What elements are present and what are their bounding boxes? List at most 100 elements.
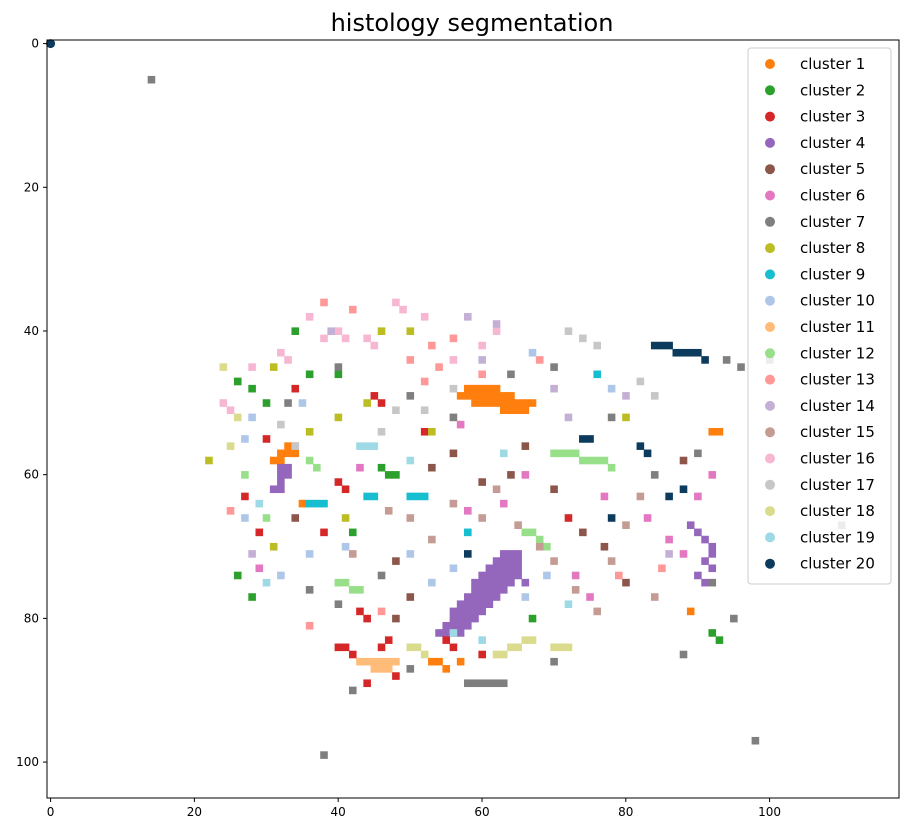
point-cluster-20 [643, 449, 652, 458]
point-cluster-14 [622, 392, 630, 400]
point-cluster-14 [248, 550, 256, 558]
point-cluster-4 [442, 629, 451, 637]
point-cluster-5 [679, 456, 688, 465]
point-cluster-20 [672, 348, 681, 357]
point-cluster-4 [464, 614, 472, 623]
point-cluster-5 [392, 557, 400, 565]
point-cluster-18 [564, 643, 573, 652]
point-cluster-16 [492, 327, 501, 335]
point-cluster-4 [464, 607, 472, 616]
point-cluster-7 [406, 665, 415, 673]
point-cluster-4 [485, 578, 494, 587]
legend-marker [765, 400, 775, 411]
point-cluster-20 [464, 550, 472, 558]
point-cluster-9 [413, 492, 422, 501]
point-cluster-4 [449, 621, 458, 630]
legend-marker [765, 137, 775, 148]
point-cluster-11 [377, 657, 386, 666]
legend: cluster 1 cluster 2 cluster 3 cluster 4 clus… [747, 47, 892, 585]
point-cluster-11 [363, 657, 371, 666]
point-cluster-1 [471, 384, 479, 393]
point-cluster-1 [485, 384, 494, 393]
point-cluster-4 [507, 578, 515, 587]
point-cluster-13 [449, 334, 458, 343]
point-cluster-17 [291, 442, 300, 450]
point-cluster-20 [665, 492, 673, 501]
point-cluster-11 [384, 657, 393, 666]
point-cluster-1 [715, 427, 724, 436]
point-cluster-7 [722, 356, 731, 364]
point-cluster-6 [499, 499, 508, 508]
legend-label: cluster 11 [800, 318, 875, 336]
point-cluster-4 [701, 557, 709, 565]
point-cluster-15 [384, 507, 393, 515]
point-cluster-20 [607, 514, 616, 522]
point-cluster-7 [607, 413, 616, 422]
point-cluster-1 [507, 392, 515, 400]
point-cluster-9 [420, 492, 429, 501]
point-cluster-1 [284, 449, 292, 458]
point-cluster-19 [255, 499, 264, 508]
point-cluster-11 [370, 665, 379, 673]
point-cluster-4 [284, 463, 292, 472]
legend-box [747, 47, 892, 585]
point-cluster-16 [277, 348, 285, 357]
point-cluster-9 [370, 492, 379, 501]
point-cluster-15 [593, 607, 602, 616]
point-cluster-18 [226, 442, 235, 450]
point-cluster-18 [420, 650, 429, 659]
point-cluster-18 [507, 643, 515, 652]
point-cluster-7 [406, 392, 415, 400]
point-cluster-14 [478, 356, 486, 364]
point-cluster-12 [262, 514, 271, 522]
point-cluster-19 [449, 629, 458, 637]
point-cluster-1 [478, 384, 486, 393]
legend-marker [765, 374, 775, 385]
point-cluster-1 [464, 384, 472, 393]
point-cluster-17 [564, 327, 573, 335]
point-cluster-1 [686, 607, 695, 616]
point-cluster-14 [464, 313, 472, 321]
point-cluster-12 [528, 528, 537, 537]
point-cluster-15 [348, 550, 357, 558]
legend-marker [765, 453, 775, 464]
point-cluster-12 [550, 449, 558, 458]
point-cluster-4 [492, 571, 501, 580]
point-cluster-7 [464, 679, 472, 688]
point-cluster-4 [507, 571, 515, 580]
point-cluster-10 [277, 571, 285, 580]
legend-marker [765, 348, 775, 359]
point-cluster-9 [363, 492, 371, 501]
legend-label: cluster 16 [800, 450, 875, 468]
point-cluster-12 [564, 449, 573, 458]
point-cluster-6 [679, 550, 688, 558]
point-cluster-8 [622, 413, 630, 422]
point-cluster-4 [456, 629, 465, 637]
y-tick-label: 40 [24, 324, 39, 338]
point-cluster-4 [499, 586, 508, 594]
point-cluster-15 [650, 593, 659, 601]
point-cluster-13 [406, 356, 415, 364]
point-cluster-15 [607, 557, 616, 565]
y-tick-label: 100 [16, 755, 39, 769]
point-cluster-9 [320, 499, 328, 508]
point-cluster-10 [449, 564, 458, 573]
point-cluster-13 [226, 507, 235, 515]
legend-label: cluster 10 [800, 292, 875, 310]
legend-label: cluster 9 [800, 265, 865, 283]
point-cluster-7 [694, 449, 702, 458]
point-cluster-12 [334, 578, 343, 587]
point-cluster-2 [233, 377, 242, 386]
point-cluster-12 [241, 471, 249, 479]
y-tick-label: 80 [24, 611, 39, 625]
point-cluster-1 [435, 657, 443, 666]
point-cluster-2 [392, 471, 400, 479]
point-cluster-19 [363, 442, 371, 450]
point-cluster-5 [622, 578, 630, 587]
point-cluster-4 [507, 557, 515, 565]
point-cluster-14 [492, 320, 501, 328]
point-cluster-9 [593, 370, 602, 379]
point-cluster-4 [478, 571, 486, 580]
legend-marker [765, 111, 775, 122]
point-cluster-16 [305, 313, 314, 321]
